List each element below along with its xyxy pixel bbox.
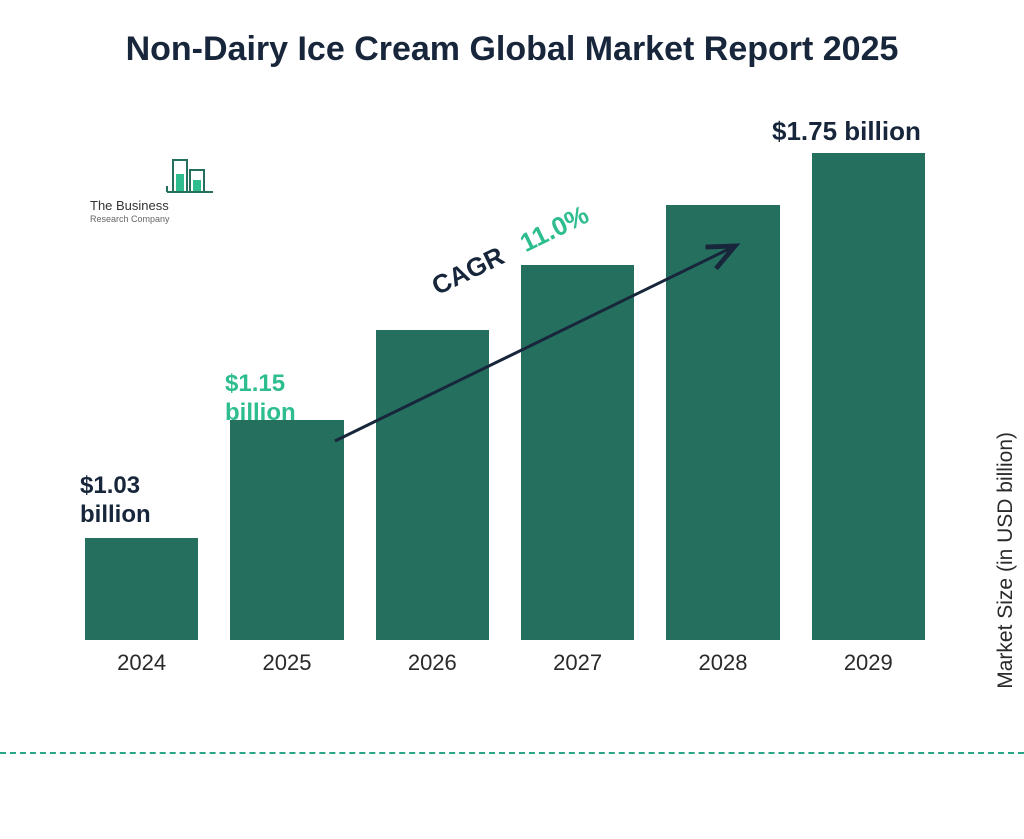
bar-2025: 2025 xyxy=(230,420,343,640)
bar-rect xyxy=(85,538,198,640)
bar-rect xyxy=(230,420,343,640)
y-axis-label: Market Size (in USD billion) xyxy=(994,432,1018,689)
bar-2027: 2027 xyxy=(521,265,634,640)
x-axis-tick-label: 2028 xyxy=(698,650,747,676)
x-axis-tick-label: 2024 xyxy=(117,650,166,676)
bar-2024: 2024 xyxy=(85,538,198,640)
x-axis-tick-label: 2027 xyxy=(553,650,602,676)
x-axis-tick-label: 2029 xyxy=(844,650,893,676)
value-callout: $1.75 billion xyxy=(772,116,972,147)
bar-chart: 2024 2025 2026 2027 2028 2029 xyxy=(75,150,935,685)
bar-rect xyxy=(812,153,925,640)
value-callout: $1.15 billion xyxy=(225,370,335,428)
value-callout: $1.03 billion xyxy=(80,472,190,530)
bottom-dashed-divider xyxy=(0,752,1024,754)
bar-rect xyxy=(521,265,634,640)
bar-2026: 2026 xyxy=(376,330,489,640)
x-axis-tick-label: 2026 xyxy=(408,650,457,676)
x-axis-tick-label: 2025 xyxy=(263,650,312,676)
bar-rect xyxy=(666,205,779,640)
bar-2028: 2028 xyxy=(666,205,779,640)
bar-2029: 2029 xyxy=(812,153,925,640)
bar-rect xyxy=(376,330,489,640)
chart-title: Non-Dairy Ice Cream Global Market Report… xyxy=(0,0,1024,71)
